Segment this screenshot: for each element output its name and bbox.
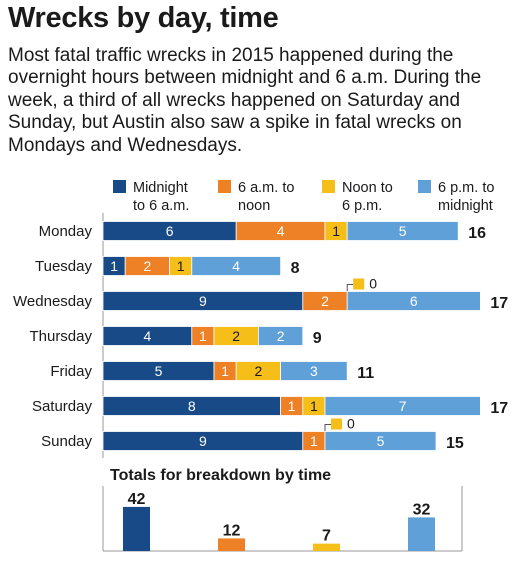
bar-value-saturday-2: 1 [310, 398, 318, 414]
bar-value-saturday-1: 1 [288, 398, 296, 414]
breakdown-bar-1 [218, 538, 245, 551]
zero-callout-swatch-wednesday [353, 278, 365, 290]
total-sunday: 15 [446, 435, 464, 452]
bar-value-monday-3: 5 [399, 223, 407, 239]
bar-value-thursday-1: 1 [199, 328, 207, 344]
bar-value-sunday-0: 9 [199, 433, 207, 449]
legend-label-0: Midnight [133, 180, 188, 196]
bar-value-monday-1: 4 [277, 223, 285, 239]
total-saturday: 17 [490, 400, 508, 417]
breakdown-value-0: 42 [128, 491, 146, 508]
legend-label-2: Noon to [342, 180, 393, 196]
bar-segment-friday-3 [280, 361, 348, 381]
bar-value-sunday-1: 1 [310, 433, 318, 449]
bar-value-sunday-3: 5 [377, 433, 385, 449]
breakdown-value-3: 32 [413, 501, 431, 518]
legend-label-2-line2: 6 p.m. [342, 198, 382, 214]
total-monday: 16 [468, 225, 486, 242]
legend-label-1: 6 a.m. to [238, 180, 294, 196]
bar-value-tuesday-1: 2 [144, 258, 152, 274]
zero-callout-swatch-sunday [331, 418, 342, 430]
legend-swatch-2 [322, 180, 335, 193]
day-label-friday: Friday [50, 363, 92, 380]
day-label-tuesday: Tuesday [35, 258, 92, 275]
total-tuesday: 8 [291, 260, 300, 277]
bar-value-tuesday-3: 4 [232, 258, 240, 274]
breakdown-bar-0 [123, 506, 150, 551]
bar-value-friday-0: 5 [155, 363, 163, 379]
subtitle: Most fatal traffic wrecks in 2015 happen… [8, 45, 482, 156]
day-label-sunday: Sunday [41, 433, 92, 450]
bar-value-wednesday-1: 2 [321, 293, 329, 309]
breakdown-bar-2 [313, 543, 340, 551]
day-label-thursday: Thursday [29, 328, 92, 345]
bar-segment-saturday-3 [324, 396, 481, 416]
bar-segment-wednesday-3 [346, 291, 481, 311]
bar-value-sunday-2: 0 [347, 416, 355, 432]
legend-swatch-0 [113, 180, 126, 193]
page-title: Wrecks by day, time [8, 2, 279, 34]
bar-segment-monday-3 [346, 221, 459, 241]
bar-value-friday-1: 1 [221, 363, 229, 379]
breakdown-bar-3 [408, 517, 435, 551]
legend-label-0-line2: to 6 a.m. [133, 198, 189, 214]
legend-label-1-line2: noon [238, 198, 270, 214]
day-label-wednesday: Wednesday [13, 293, 92, 310]
zero-callout-line-sunday [324, 424, 331, 432]
breakdown-title: Totals for breakdown by time [110, 467, 331, 484]
breakdown-value-2: 7 [322, 528, 331, 545]
bar-value-friday-3: 3 [310, 363, 318, 379]
legend-swatch-3 [418, 180, 431, 193]
bar-value-wednesday-0: 9 [199, 293, 207, 309]
bar-value-tuesday-2: 1 [177, 258, 185, 274]
bar-segment-thursday-3 [257, 326, 304, 346]
bar-value-monday-0: 6 [166, 223, 174, 239]
day-label-saturday: Saturday [32, 398, 93, 415]
zero-callout-line-wednesday [346, 284, 354, 292]
bar-value-wednesday-3: 6 [410, 293, 418, 309]
bar-segment-tuesday-3 [191, 256, 282, 276]
bar-value-thursday-2: 2 [232, 328, 240, 344]
total-friday: 11 [357, 365, 374, 382]
bar-value-tuesday-0: 1 [110, 258, 118, 274]
day-label-monday: Monday [39, 223, 93, 240]
total-wednesday: 17 [490, 295, 508, 312]
bar-value-wednesday-2: 0 [369, 276, 377, 292]
total-thursday: 9 [313, 330, 322, 347]
bar-value-thursday-3: 2 [277, 328, 285, 344]
bar-value-friday-2: 2 [255, 363, 263, 379]
bar-value-thursday-0: 4 [144, 328, 152, 344]
breakdown-value-1: 12 [223, 522, 241, 539]
legend-swatch-1 [218, 180, 231, 193]
legend-label-3: 6 p.m. to [438, 180, 494, 196]
bar-segment-sunday-3 [324, 431, 437, 451]
bar-value-saturday-3: 7 [399, 398, 407, 414]
bar-value-monday-2: 1 [332, 223, 340, 239]
bar-value-saturday-0: 8 [188, 398, 196, 414]
legend-label-3-line2: midnight [438, 198, 493, 214]
